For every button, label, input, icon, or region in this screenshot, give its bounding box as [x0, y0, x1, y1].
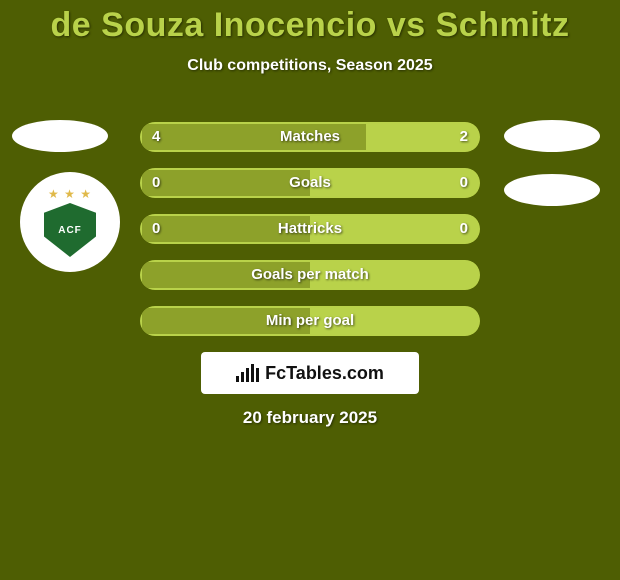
- stat-label: Goals per match: [140, 260, 480, 290]
- stat-row: Min per goal: [140, 306, 480, 336]
- branding-bar: [241, 372, 244, 382]
- stats-panel: Matches42Goals00Hattricks00Goals per mat…: [140, 122, 480, 352]
- stat-value-right: 2: [460, 122, 468, 152]
- stat-value-right: 0: [460, 168, 468, 198]
- branding-bar: [246, 368, 249, 382]
- stat-label: Goals: [140, 168, 480, 198]
- branding-bar: [251, 364, 254, 382]
- branding-bar: [256, 368, 259, 382]
- crest-text: ACF: [58, 225, 82, 236]
- stat-label: Matches: [140, 122, 480, 152]
- page-subtitle: Club competitions, Season 2025: [0, 57, 620, 75]
- stat-value-left: 0: [152, 214, 160, 244]
- player-right-badge-ellipse-2: [504, 174, 600, 206]
- branding-bars-icon: [236, 364, 259, 382]
- date-label: 20 february 2025: [0, 408, 620, 428]
- crest-stars: ★ ★ ★: [48, 187, 92, 201]
- player-left-club-badge: ★ ★ ★ ACF: [20, 172, 120, 272]
- page-title: de Souza Inocencio vs Schmitz: [0, 0, 620, 45]
- stat-row: Goals0 0: [140, 168, 480, 198]
- player-left-badge-ellipse: [12, 120, 108, 152]
- crest-shield: ACF: [44, 203, 96, 257]
- player-right-badge-ellipse-1: [504, 120, 600, 152]
- stat-value-right: 0: [460, 214, 468, 244]
- stat-row: Hattricks0 0: [140, 214, 480, 244]
- branding-text: FcTables.com: [265, 363, 384, 384]
- stat-label: Hattricks: [140, 214, 480, 244]
- comparison-card: de Souza Inocencio vs Schmitz Club compe…: [0, 0, 620, 580]
- club-crest: ★ ★ ★ ACF: [35, 187, 105, 257]
- stat-value-left: 0: [152, 168, 160, 198]
- stat-row: Goals per match: [140, 260, 480, 290]
- branding-bar: [236, 376, 239, 382]
- branding-badge: FcTables.com: [201, 352, 419, 394]
- stat-label: Min per goal: [140, 306, 480, 336]
- stat-row: Matches4 2: [140, 122, 480, 152]
- stat-value-left: 4: [152, 122, 160, 152]
